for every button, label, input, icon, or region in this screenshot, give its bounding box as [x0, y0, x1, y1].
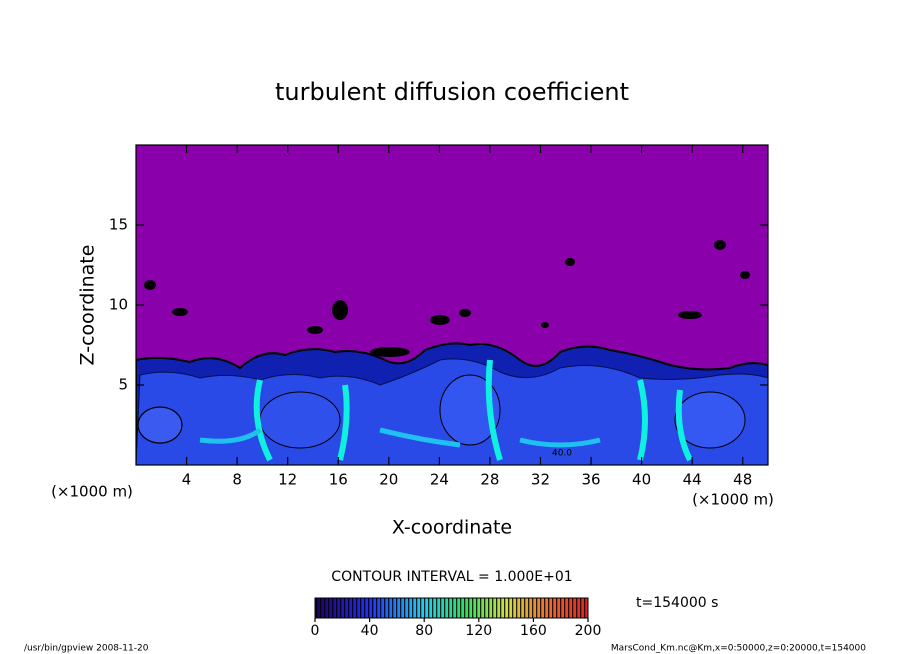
x-tick-label: 28 [480, 471, 499, 489]
x-tick-label: 32 [531, 471, 550, 489]
footer-right: MarsCond_Km.nc@Km,x=0:50000,z=0:20000,t=… [611, 644, 866, 654]
x-tick-label: 48 [733, 471, 752, 489]
colorbar-tick-label: 200 [575, 623, 602, 639]
y-tick-label: 10 [109, 296, 128, 314]
colorbar-tick-label: 0 [311, 623, 320, 639]
colorbar-tick-label: 120 [465, 623, 492, 639]
colorbar-tick-label: 80 [415, 623, 433, 639]
contour-label: 40.0 [552, 449, 572, 459]
colorbar-lines [314, 597, 589, 619]
x-tick-label: 44 [683, 471, 702, 489]
contour-field [136, 145, 768, 465]
x-tick-label: 36 [581, 471, 600, 489]
footer-left: /usr/bin/gpview 2008-11-20 [24, 644, 149, 654]
x-tick-label: 20 [379, 471, 398, 489]
x-tick-label: 8 [232, 471, 242, 489]
x-tick-label: 12 [278, 471, 297, 489]
contour-interval: CONTOUR INTERVAL = 1.000E+01 [331, 569, 572, 585]
y-tick-label: 15 [109, 216, 128, 234]
x-unit-right: (×1000 m) [692, 491, 774, 509]
x-tick-label: 4 [182, 471, 192, 489]
x-axis-label: X-coordinate [392, 517, 512, 539]
y-axis-label: Z-coordinate [77, 245, 99, 366]
x-unit-left: (×1000 m) [51, 483, 133, 501]
colorbar-tick-label: 160 [520, 623, 547, 639]
time-label: t=154000 s [636, 595, 718, 611]
colorbar-tick-label: 40 [361, 623, 379, 639]
x-tick-label: 16 [329, 471, 348, 489]
chart-title: turbulent diffusion coefficient [275, 78, 629, 106]
x-tick-label: 24 [430, 471, 449, 489]
y-tick-label: 5 [118, 376, 128, 394]
x-tick-label: 40 [632, 471, 651, 489]
